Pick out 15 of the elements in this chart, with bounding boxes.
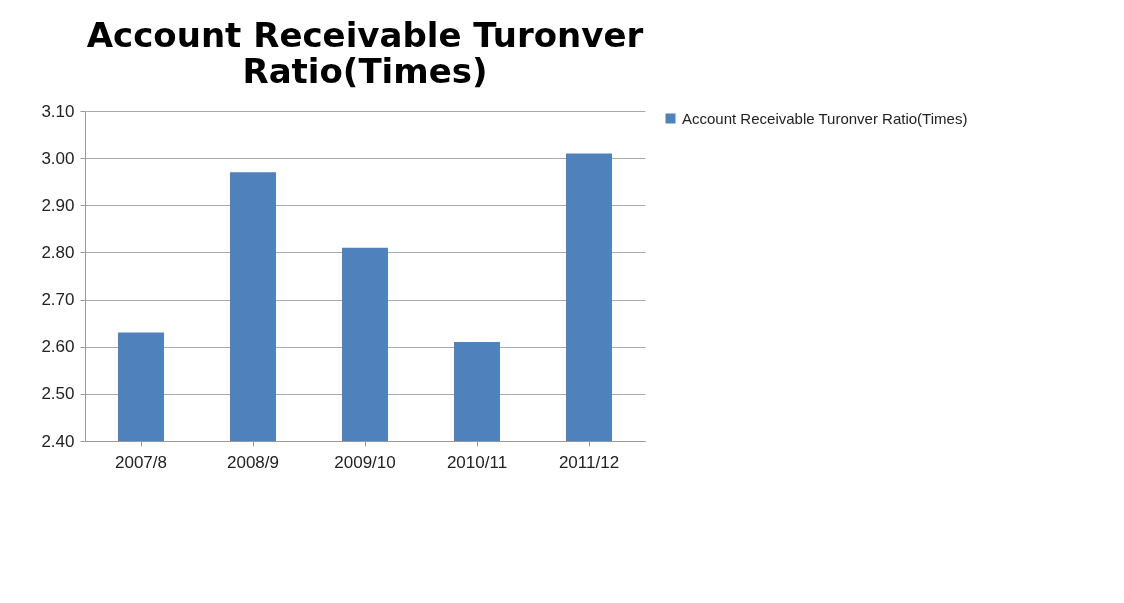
y-tick-label: 2.70 [41, 290, 75, 310]
y-tick-label: 3.00 [41, 148, 75, 168]
y-tick-label: 2.50 [41, 384, 75, 404]
x-tick-label: 2007/8 [115, 452, 167, 472]
y-tick-label: 3.10 [41, 101, 75, 121]
y-tick-label: 2.60 [41, 337, 75, 357]
x-tick-label: 2008/9 [227, 452, 279, 472]
y-tick-label: 2.40 [41, 431, 75, 451]
x-tick-label: 2010/11 [446, 452, 508, 472]
x-tick-label: 2009/10 [334, 452, 396, 472]
y-tick-label: 2.80 [41, 242, 75, 262]
y-tick-label: 2.90 [41, 195, 75, 215]
legend-label: Account Receivable Turonver Ratio(Times) [682, 109, 968, 127]
chart-title: Account Receivable Turonver Ratio(Times) [86, 15, 644, 91]
x-tick-label: 2011/12 [558, 452, 620, 472]
